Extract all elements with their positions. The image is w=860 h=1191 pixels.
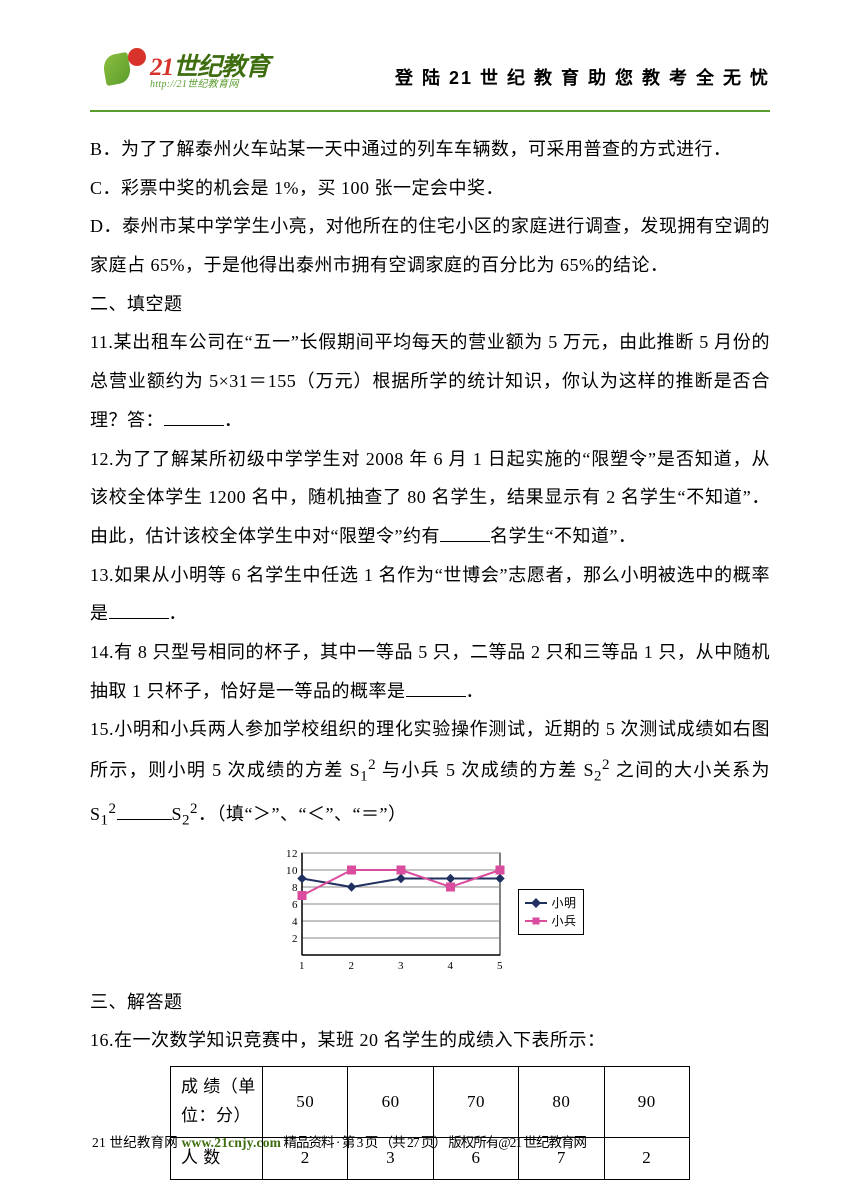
blank-13[interactable] (109, 600, 169, 619)
blank-14[interactable] (406, 678, 466, 697)
svg-text:6: 6 (292, 899, 298, 911)
blank-12[interactable] (440, 523, 490, 542)
question-15: 15.小明和小兵两人参加学校组织的理化实验操作测试，近期的 5 次测试成绩如右图… (90, 710, 770, 836)
page-header: 21世纪教育 http://21世纪教育网 登 陆 21 世 纪 教 育 助 您… (90, 50, 770, 112)
question-12: 12.为了了解某所初级中学学生对 2008 年 6 月 1 日起实施的“限塑令”… (90, 440, 770, 556)
svg-text:12: 12 (286, 848, 298, 860)
blank-11[interactable] (164, 407, 224, 426)
svg-text:3: 3 (398, 960, 404, 972)
page-footer: 21 世纪教育网 www.21cnjy.com 精品资料 · 第 3 页 （共 … (0, 1131, 860, 1151)
svg-text:8: 8 (292, 882, 298, 894)
svg-text:1: 1 (299, 960, 305, 972)
table-row: 成 绩（单位：分） 50 60 70 80 90 (171, 1067, 690, 1138)
question-16: 16.在一次数学知识竞赛中，某班 20 名学生的成绩入下表所示： (90, 1021, 770, 1060)
grades-table: 成 绩（单位：分） 50 60 70 80 90 人 数 2 3 6 7 2 (170, 1066, 690, 1180)
blank-15[interactable] (117, 801, 172, 820)
question-14: 14.有 8 只型号相同的杯子，其中一等品 5 只，二等品 2 只和三等品 1 … (90, 633, 770, 710)
logo-icon (100, 50, 144, 94)
score-chart-container: 2468101212345 小明小兵 (240, 847, 620, 977)
svg-text:4: 4 (292, 916, 298, 928)
question-13: 13.如果从小明等 6 名学生中任选 1 名作为“世博会”志愿者，那么小明被选中… (90, 556, 770, 633)
option-d: D．泰州市某中学学生小亮，对他所在的住宅小区的家庭进行调查，发现拥有空调的家庭占… (90, 207, 770, 284)
svg-text:2: 2 (349, 960, 355, 972)
question-11: 11.某出租车公司在“五一”长假期间平均每天的营业额为 5 万元，由此推断 5 … (90, 323, 770, 439)
svg-text:10: 10 (286, 865, 298, 877)
option-b: B．为了了解泰州火车站某一天中通过的列车车辆数，可采用普查的方式进行． (90, 130, 770, 169)
svg-text:5: 5 (497, 960, 503, 972)
document-body: B．为了了解泰州火车站某一天中通过的列车车辆数，可采用普查的方式进行． C．彩票… (90, 130, 770, 1180)
header-slogan: 登 陆 21 世 纪 教 育 助 您 教 考 全 无 忧 (395, 64, 770, 90)
svg-text:4: 4 (448, 960, 454, 972)
svg-text:2: 2 (292, 933, 298, 945)
site-logo: 21世纪教育 http://21世纪教育网 (100, 50, 269, 94)
section-fill-blank: 二、填空题 (90, 285, 770, 324)
chart-legend: 小明小兵 (518, 889, 583, 935)
section-solve: 三、解答题 (90, 983, 770, 1022)
option-c: C．彩票中奖的机会是 1%，买 100 张一定会中奖． (90, 169, 770, 208)
score-line-chart: 2468101212345 (276, 847, 506, 977)
row-label-score: 成 绩（单位：分） (171, 1067, 263, 1138)
